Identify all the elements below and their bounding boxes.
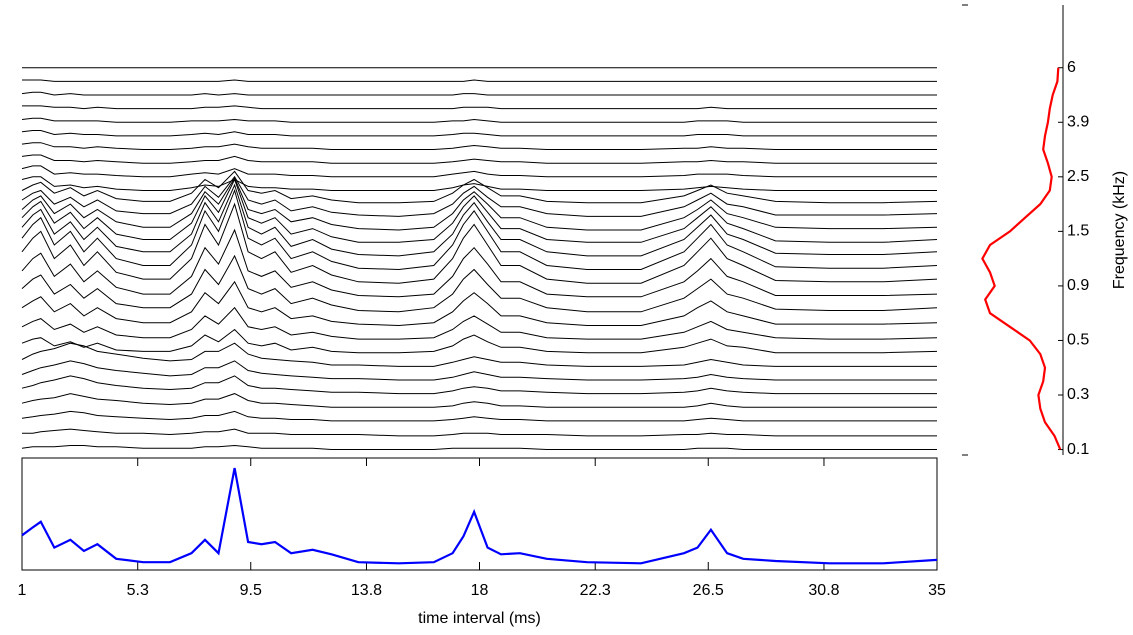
y-tick-label: 2.5	[1067, 168, 1089, 185]
trace	[21, 165, 937, 178]
trace	[21, 154, 937, 164]
x-tick-label: 9.5	[240, 582, 262, 599]
trace	[21, 176, 937, 191]
x-tick-label: 13.8	[351, 582, 382, 599]
trace	[21, 410, 937, 422]
trace	[22, 428, 937, 437]
trace	[21, 342, 937, 367]
trace	[21, 183, 938, 257]
trace	[21, 117, 937, 123]
trace	[21, 306, 938, 340]
x-tick-label: 1	[18, 582, 27, 599]
trace	[21, 177, 938, 231]
x-axis-label: time interval (ms)	[418, 610, 541, 627]
y-tick-label: 0.1	[1067, 441, 1089, 458]
x-tick-label: 5.3	[127, 582, 149, 599]
y-tick-label: 1.5	[1067, 223, 1089, 240]
y-tick-label: 0.5	[1067, 332, 1089, 349]
trace	[21, 202, 938, 284]
trace	[21, 175, 938, 217]
profile-line	[981, 67, 1062, 450]
trace	[21, 170, 938, 204]
y-tick-label: 0.3	[1067, 386, 1089, 403]
trace	[21, 280, 938, 327]
trace	[21, 142, 937, 150]
trace	[21, 91, 937, 96]
y-axis-label: Frequency (kHz)	[1111, 171, 1128, 289]
x-tick-label: 18	[471, 582, 489, 599]
trace	[21, 444, 937, 450]
x-tick-label: 22.3	[580, 582, 611, 599]
trace	[21, 228, 938, 298]
trace	[21, 130, 937, 137]
plot-frame	[21, 457, 938, 571]
x-tick-label: 26.5	[693, 582, 724, 599]
y-tick-label: 3.9	[1067, 113, 1089, 130]
trace	[21, 188, 938, 271]
trace	[21, 393, 937, 408]
trace	[22, 79, 937, 82]
trace	[21, 254, 938, 313]
y-tick-label: 0.9	[1067, 277, 1089, 294]
trace	[21, 328, 938, 354]
trace	[21, 360, 937, 381]
x-tick-label: 35	[928, 582, 946, 599]
y-tick-label: 6	[1067, 59, 1076, 76]
series-line	[21, 467, 938, 565]
trace	[21, 178, 938, 243]
trace	[21, 375, 937, 395]
x-tick-label: 30.8	[808, 582, 839, 599]
trace	[22, 105, 937, 110]
